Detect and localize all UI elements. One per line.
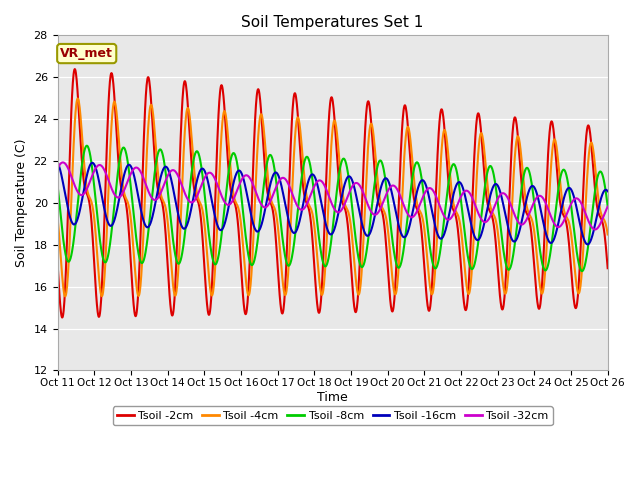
Tsoil -4cm — [177, 219, 184, 225]
Tsoil -32cm — [177, 178, 184, 184]
Tsoil -32cm — [238, 177, 246, 182]
Tsoil -4cm — [491, 214, 499, 219]
Tsoil -8cm — [177, 259, 184, 264]
Tsoil -4cm — [74, 96, 82, 101]
Tsoil -16cm — [176, 218, 184, 224]
Line: Tsoil -4cm: Tsoil -4cm — [58, 98, 608, 296]
Tsoil -2cm — [58, 314, 66, 320]
Tsoil -16cm — [604, 188, 612, 194]
Tsoil -32cm — [59, 159, 67, 165]
Tsoil -16cm — [237, 170, 245, 176]
X-axis label: Time: Time — [317, 391, 348, 404]
Tsoil -32cm — [163, 175, 171, 180]
Tsoil -16cm — [584, 241, 591, 247]
Tsoil -32cm — [419, 196, 426, 202]
Tsoil -8cm — [419, 180, 426, 186]
Tsoil -16cm — [163, 164, 170, 170]
Tsoil -2cm — [54, 260, 61, 265]
Tsoil -2cm — [604, 265, 612, 271]
Tsoil -8cm — [539, 263, 547, 268]
Tsoil -2cm — [491, 228, 499, 233]
Tsoil -2cm — [540, 263, 547, 269]
Tsoil -4cm — [540, 288, 547, 294]
Tsoil -2cm — [163, 256, 171, 262]
Tsoil -4cm — [238, 233, 246, 239]
Text: VR_met: VR_met — [60, 47, 113, 60]
Tsoil -4cm — [163, 216, 171, 221]
Tsoil -32cm — [539, 195, 547, 201]
Tsoil -4cm — [419, 216, 426, 221]
Tsoil -8cm — [490, 174, 498, 180]
Line: Tsoil -2cm: Tsoil -2cm — [58, 69, 608, 317]
Tsoil -16cm — [490, 183, 497, 189]
Tsoil -4cm — [604, 232, 612, 238]
Line: Tsoil -32cm: Tsoil -32cm — [58, 162, 608, 229]
Tsoil -8cm — [238, 197, 246, 203]
Tsoil -16cm — [418, 178, 426, 183]
Tsoil -4cm — [61, 293, 69, 299]
Tsoil -8cm — [54, 182, 61, 188]
Line: Tsoil -8cm: Tsoil -8cm — [58, 146, 608, 271]
Legend: Tsoil -2cm, Tsoil -4cm, Tsoil -8cm, Tsoil -16cm, Tsoil -32cm: Tsoil -2cm, Tsoil -4cm, Tsoil -8cm, Tsoi… — [113, 406, 553, 425]
Tsoil -2cm — [71, 66, 79, 72]
Y-axis label: Soil Temperature (C): Soil Temperature (C) — [15, 139, 28, 267]
Tsoil -8cm — [163, 180, 171, 186]
Tsoil -8cm — [604, 204, 612, 209]
Title: Soil Temperatures Set 1: Soil Temperatures Set 1 — [241, 15, 424, 30]
Tsoil -2cm — [419, 241, 426, 247]
Tsoil -32cm — [490, 204, 498, 210]
Tsoil -2cm — [177, 136, 184, 142]
Tsoil -16cm — [538, 215, 546, 220]
Tsoil -32cm — [54, 166, 61, 171]
Line: Tsoil -16cm: Tsoil -16cm — [58, 163, 608, 244]
Tsoil -8cm — [83, 143, 91, 149]
Tsoil -32cm — [604, 204, 612, 210]
Tsoil -32cm — [591, 227, 599, 232]
Tsoil -16cm — [54, 160, 61, 166]
Tsoil -2cm — [238, 281, 246, 287]
Tsoil -4cm — [54, 215, 61, 220]
Tsoil -8cm — [578, 268, 586, 274]
